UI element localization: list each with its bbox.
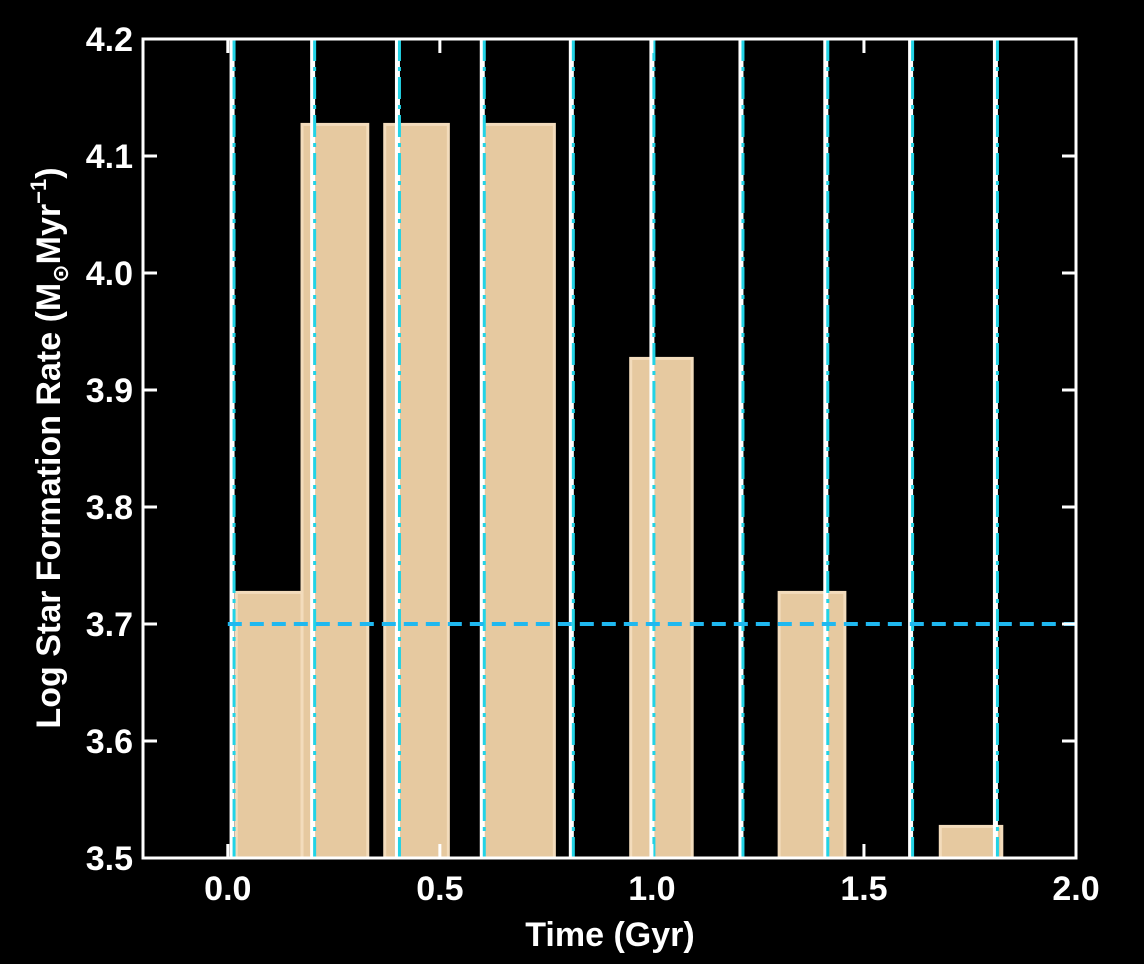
bar-3 [383,122,450,860]
y-axis-label-sun-symbol: ⊙ [48,264,73,282]
y-axis-label-text: Log Star Formation Rate (M [30,283,68,729]
x-tick-label: 2.0 [1052,870,1099,908]
vertical-lines-layer [229,39,999,858]
bar-4 [480,122,556,860]
axes-layer: 0.0 0.5 1.0 1.5 2.0 3.5 3.6 3.7 3.8 3.9 4.0 4.1 4.2 [86,21,1100,908]
y-tick-label: 4.2 [86,21,133,59]
x-axis-label: Time (Gyr) [525,916,694,954]
y-axis-label: Log Star Formation Rate (M⊙Myr−1) [26,167,73,728]
y-tick-label: 4.0 [86,255,133,293]
bar-6 [777,590,847,860]
y-tick-label: 3.8 [86,489,133,527]
y-tick-label: 3.6 [86,723,133,761]
labels-layer: Time (Gyr) Log Star Formation Rate (M⊙My… [26,167,695,954]
x-tick-label: 1.0 [628,870,675,908]
x-tick-label: 1.5 [840,870,887,908]
y-axis-label-close: ) [30,167,68,178]
bar-1 [234,590,304,860]
x-tick-label: 0.0 [204,870,251,908]
y-tick-label: 3.7 [86,606,133,644]
y-tick-label: 3.9 [86,372,133,410]
y-axis-label-exponent: −1 [26,179,51,204]
y-tick-label: 3.5 [86,840,133,878]
bar-5 [629,356,694,860]
y-tick-label: 4.1 [86,138,133,176]
x-tick-label: 0.5 [416,870,463,908]
bar-7 [938,824,1004,860]
plot-frame [141,37,1078,860]
y-axis-label-unit: Myr [30,204,68,264]
